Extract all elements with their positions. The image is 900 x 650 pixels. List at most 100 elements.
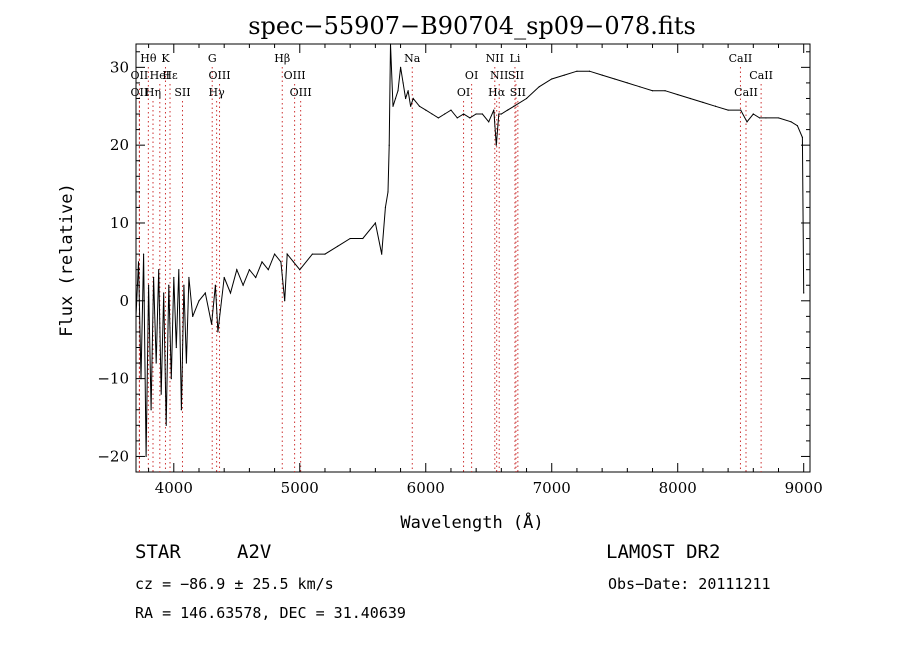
spectrum-point [267,269,269,271]
spectrum-point [397,90,399,92]
spectrum-point [651,90,654,92]
spectrum-point [493,109,495,111]
spectral-line-label: Na [404,52,421,65]
spectrum-point [801,136,804,138]
spectrum-point [759,117,761,119]
spectral-line-label: K [161,52,170,65]
spectrum-point [160,393,162,395]
spectrum-point [410,105,412,107]
spectrum-point [158,269,160,271]
spectrum-point [349,237,351,240]
spectrum-point [387,191,389,193]
spectrum-point [362,237,364,240]
spectrum-point [740,109,742,111]
spectrum-point [576,70,578,72]
spectrum-point [513,105,515,107]
spectrum-point [336,245,339,247]
survey-name: LAMOST DR2 [606,541,721,563]
spectral-line-label: OIII [284,69,306,82]
spectrum-point [450,109,452,111]
spectrum-point [777,117,780,119]
spectral-line-label: SII [508,69,524,82]
spectrum-point [551,78,553,80]
spectrum-point [746,121,748,123]
spectral-line-markers [138,67,762,472]
spectrum-point [384,206,387,209]
spectrum-point [444,113,446,115]
spectral-line-label: Hε [162,69,178,82]
spectrum-point [145,455,147,458]
y-axis-ticks: −20 −10 0 10 20 30 [97,51,810,465]
spectrum-point [425,109,427,111]
spectrum-point [626,82,628,84]
chart-title: spec−55907−B90704_sp09−078.fits [248,12,696,40]
spectrum-point [192,315,194,317]
spectrum-point [389,43,392,45]
object-subclass: A2V [237,541,272,563]
spectrum-point [374,222,376,224]
spectral-line-label: CaII [729,52,753,65]
spectrum-point [180,409,182,411]
spectrum-point [168,284,170,286]
spectrum-point [311,253,313,255]
spectrum-point [324,253,326,255]
spectrum-point [175,346,177,349]
spectrum-point [456,117,458,119]
spectral-line-label: Hα [488,86,506,99]
spectral-line-label: OII [131,86,149,99]
spectral-line-label: Hβ [274,52,290,65]
spectral-line-label: OIII [208,69,230,82]
spectral-line-label: OI [457,86,470,99]
spectrum-point [394,97,397,100]
spectrum-point [280,261,282,263]
spectrum-point [229,292,232,294]
spectral-line-label: SII [174,86,190,99]
spectrum-point [525,97,528,100]
spectrum-point [727,109,729,111]
spectrum-point [412,97,414,100]
x-tick-label: 9000 [785,479,823,497]
x-tick-label: 5000 [281,479,319,497]
spectrum-series [135,43,805,458]
spectrum-point [405,97,407,100]
spectrum-point [217,331,219,333]
spectrum-point [204,292,206,294]
spectrum-point [507,109,509,111]
spectrum-point [292,261,295,263]
spectrum-point [255,276,257,279]
spectrum-point [689,97,691,100]
spectrum-point [498,113,500,115]
spectrum-point [153,276,155,279]
spectral-line-label: G [208,52,217,65]
spectrum-point [248,269,250,271]
spectrum-point [188,276,190,279]
spectrum-point [431,113,433,115]
spectrum-point [588,70,591,72]
spectral-line-label: OIII [290,86,312,99]
plot-frame [135,43,811,473]
spectral-line-label: NII [490,69,508,82]
y-axis-label: Flux (relative) [57,183,77,337]
spectrum-point [500,113,502,115]
spectrum-point [481,113,484,115]
spectrum-point [210,323,213,325]
y-tick-label: 30 [110,58,129,76]
spectrum-point [462,113,465,115]
x-tick-label: 7000 [533,479,571,497]
spectrum-point [273,253,276,255]
spectrum-point [538,86,540,88]
spectrum-line [135,43,805,457]
spectrum-point [165,424,167,426]
spectrum-point [714,105,717,107]
redshift-velocity: cz = −86.9 ± 25.5 km/s [135,575,334,593]
spectral-line-label: HeI [150,69,170,82]
spectrum-point [469,117,471,119]
spectrum-point [392,105,394,107]
spectral-line-label: OI [465,69,478,82]
spectrum-point [399,66,402,68]
spectrum-point [155,362,157,364]
spectrum-point [765,117,767,119]
spectrum-point [790,121,792,123]
x-tick-label: 8000 [659,479,697,497]
spectrum-point [284,300,286,302]
